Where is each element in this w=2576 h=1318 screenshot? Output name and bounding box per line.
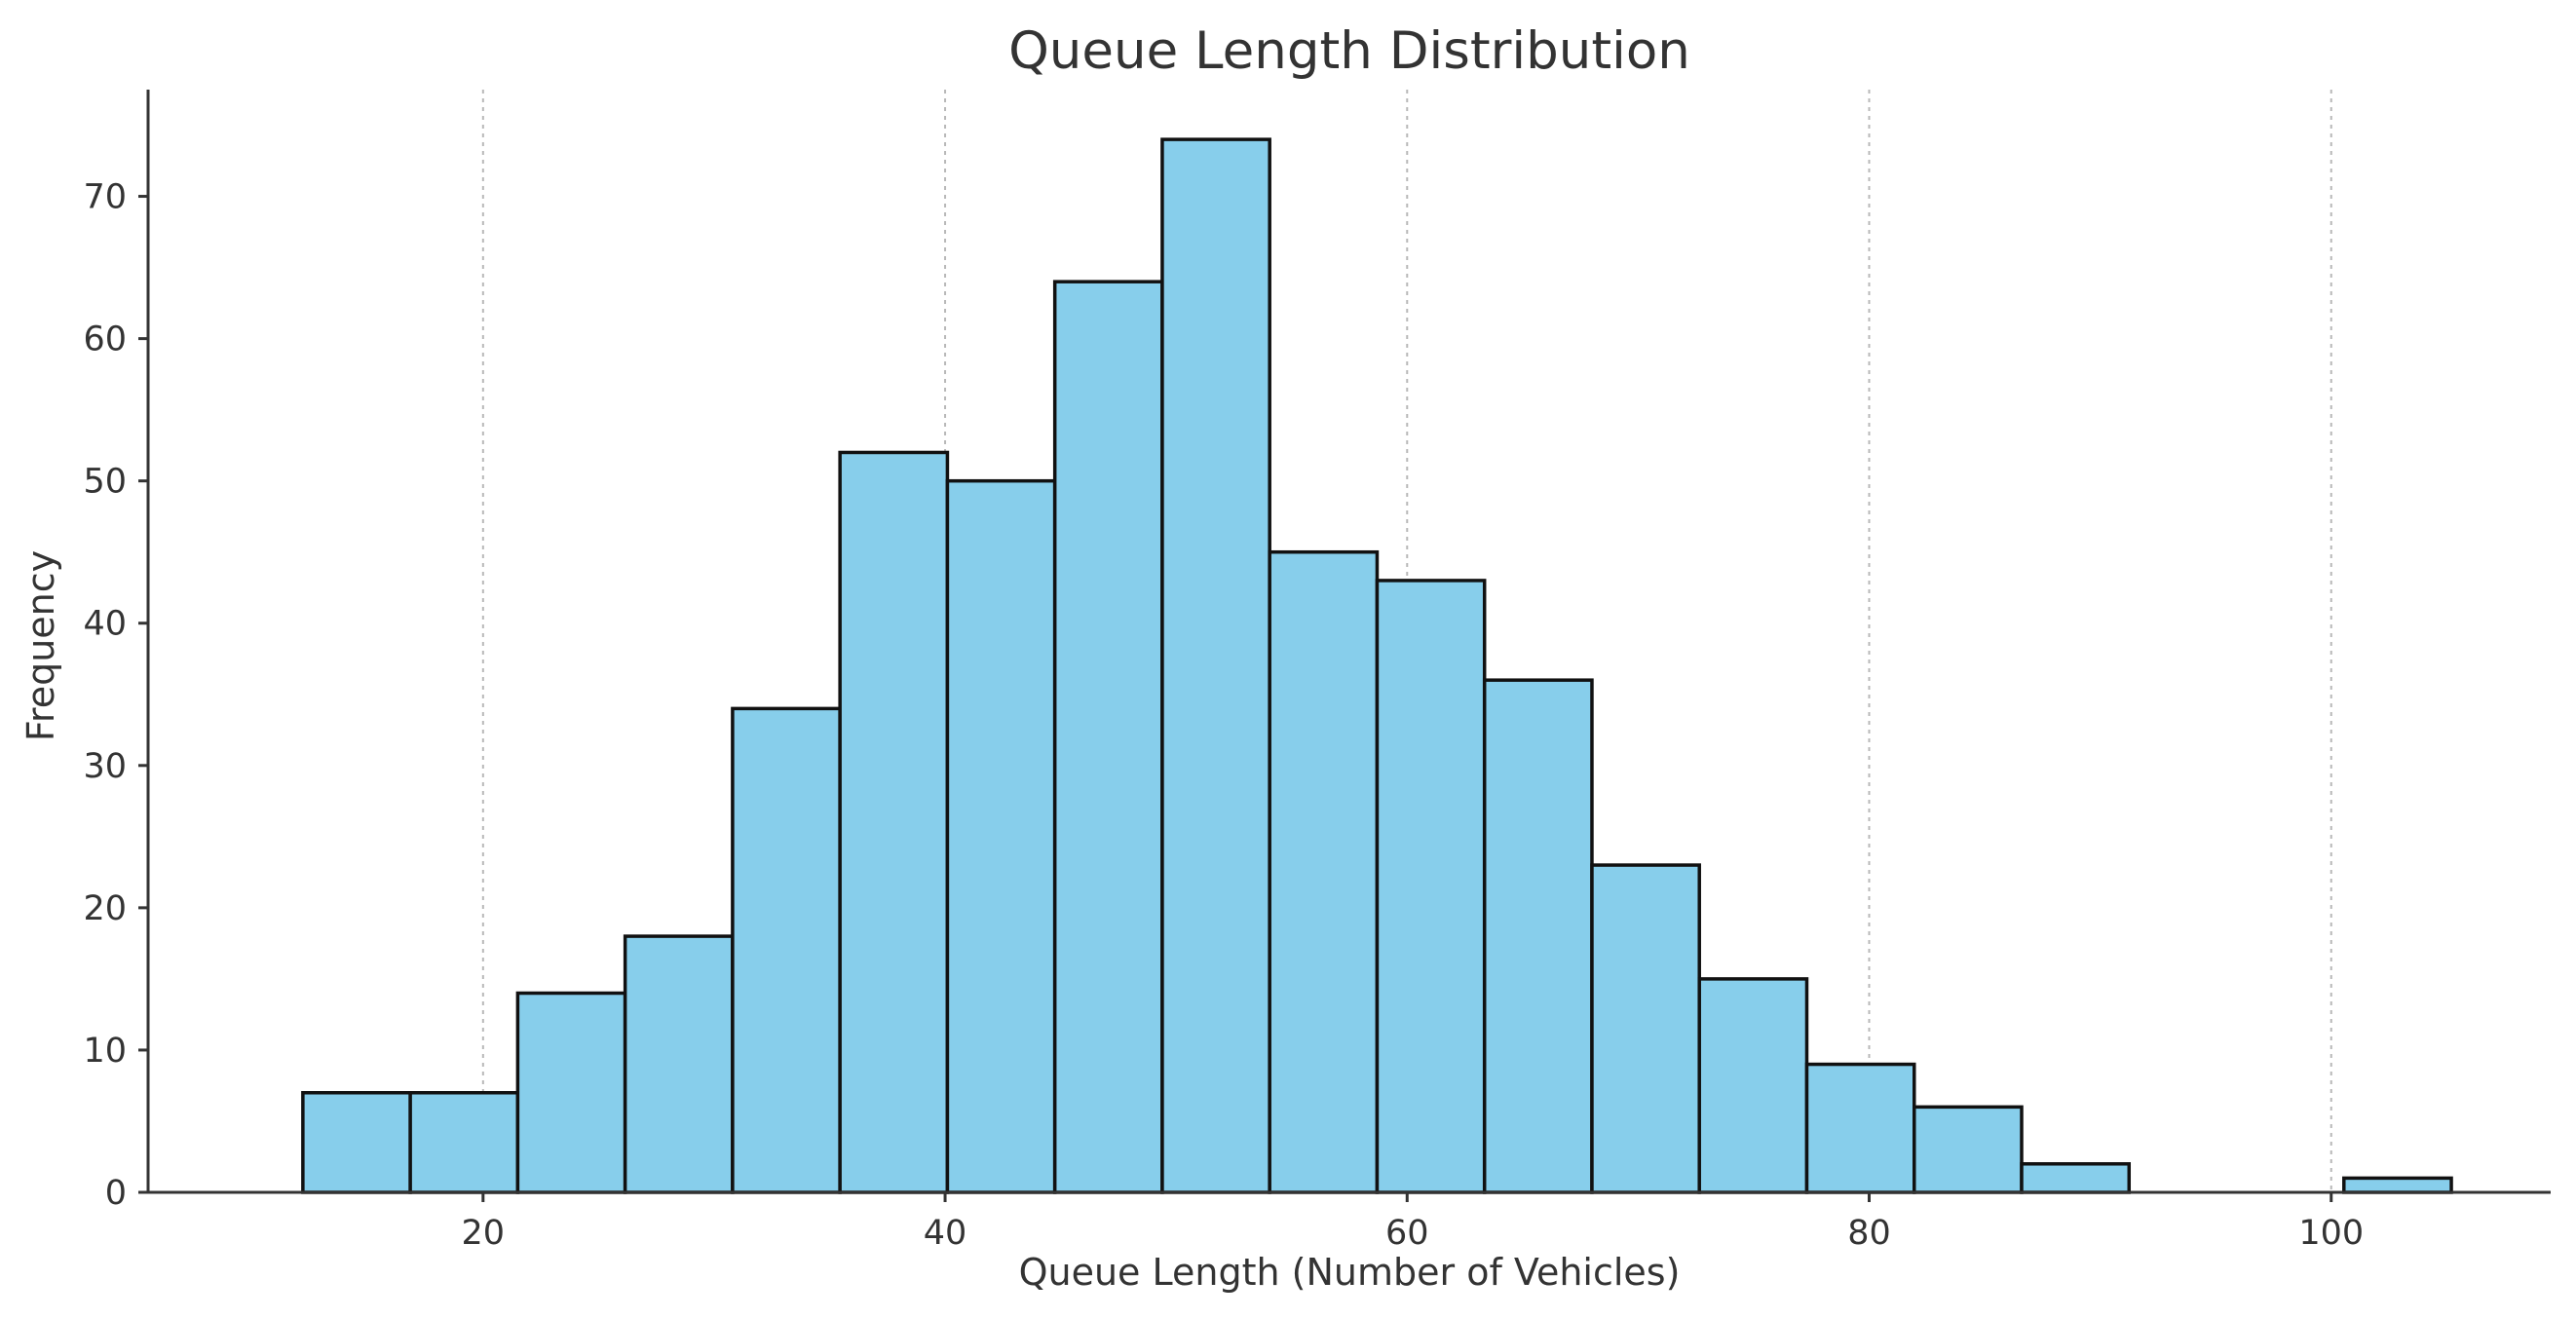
y-tick-label-50: 50: [83, 463, 127, 502]
histogram-bar-8: [1052, 280, 1164, 1194]
y-tick-label-60: 60: [83, 320, 127, 359]
x-axis-ticks: 20 40 60 80 100: [462, 1192, 2364, 1253]
y-tick-label-0: 0: [105, 1174, 127, 1213]
histogram-bar-7: [945, 478, 1057, 1194]
histogram-bar-3: [515, 991, 627, 1194]
histogram-bar-13: [1590, 863, 1701, 1194]
histogram-bar-4: [623, 934, 735, 1194]
histogram-bar-12: [1482, 678, 1594, 1194]
histogram-bar-16: [1912, 1105, 2024, 1194]
histogram-bars: [301, 137, 2453, 1194]
chart-title: Queue Length Distribution: [1008, 21, 1690, 81]
histogram-bar-9: [1160, 137, 1271, 1194]
x-tick-label-20: 20: [462, 1214, 506, 1253]
x-tick-label-100: 100: [2298, 1214, 2364, 1253]
y-tick-label-20: 20: [83, 889, 127, 928]
y-tick-label-70: 70: [83, 178, 127, 217]
x-tick-label-60: 60: [1385, 1214, 1429, 1253]
histogram-bar-11: [1375, 579, 1487, 1194]
histogram-bar-15: [1804, 1062, 1916, 1194]
histogram-bar-2: [408, 1091, 520, 1194]
histogram-bar-6: [838, 450, 950, 1194]
histogram-bar-1: [301, 1091, 412, 1194]
y-axis-label: Frequency: [19, 550, 62, 741]
histogram-bar-5: [731, 706, 842, 1194]
y-tick-label-10: 10: [83, 1032, 127, 1071]
y-tick-label-30: 30: [83, 747, 127, 786]
histogram-bar-20: [2342, 1176, 2453, 1194]
x-tick-label-40: 40: [924, 1214, 967, 1253]
x-axis-label: Queue Length (Number of Vehicles): [1019, 1251, 1681, 1294]
y-axis-ticks: 0 10 20 30 40 50 60 70: [83, 178, 148, 1213]
histogram-bar-17: [2020, 1162, 2132, 1194]
histogram-bar-14: [1697, 977, 1809, 1194]
axes: [146, 90, 2551, 1194]
histogram-bar-10: [1268, 549, 1380, 1194]
x-tick-label-80: 80: [1847, 1214, 1891, 1253]
y-tick-label-40: 40: [83, 605, 127, 644]
